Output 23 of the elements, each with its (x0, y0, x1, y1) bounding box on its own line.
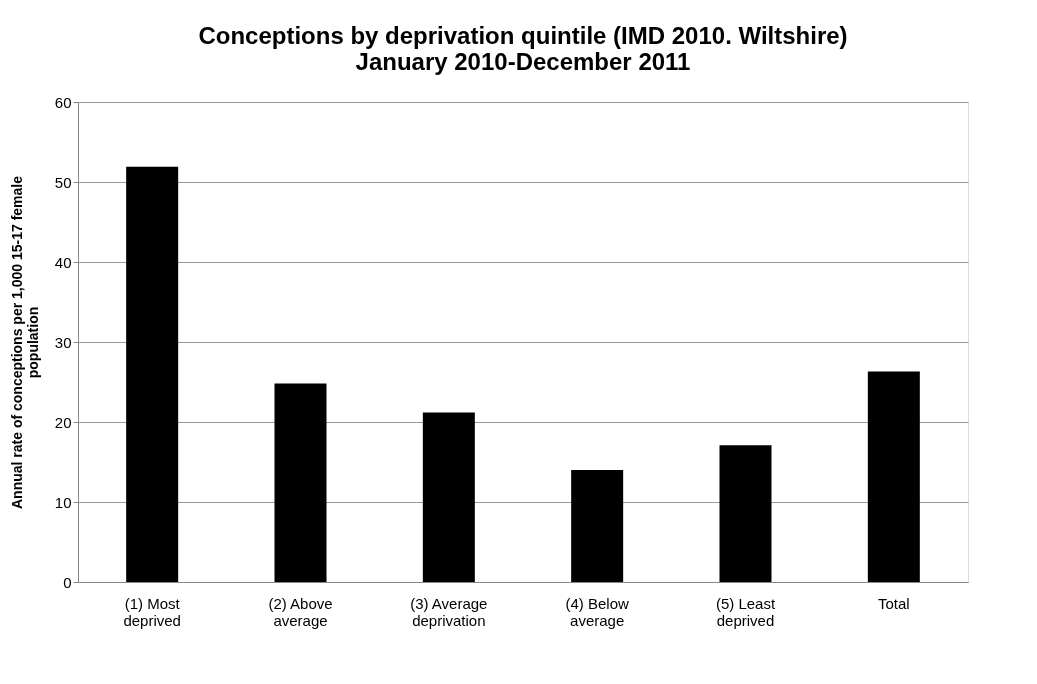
y-tick-label: 10 (54, 493, 72, 511)
x-tick-label: (5) Least deprived (715, 594, 776, 629)
y-tick-label: 30 (54, 333, 72, 351)
x-tick-label: (3) Average deprivation (410, 594, 488, 629)
bar (867, 371, 920, 582)
x-tick-label: Total (877, 594, 910, 612)
text: population (24, 306, 41, 379)
y-tick-label: 50 (54, 173, 72, 191)
text: Conceptions by deprivation quintile (IMD 2010. Wiltshire) (198, 22, 848, 49)
bar (126, 166, 179, 582)
bar (422, 412, 475, 582)
x-tick-label: (1) Most deprived (123, 594, 181, 629)
y-tick-label: 60 (54, 93, 72, 111)
x-tick-label: (2) Above average (268, 594, 333, 629)
text: January 2010-December 2011 (355, 48, 691, 75)
text: Annual rate of conceptions per 1,000 15-17 female (8, 175, 25, 510)
bar (274, 383, 327, 582)
y-tick-label: 40 (54, 253, 72, 271)
x-tick-label: (4) Below average (565, 594, 630, 629)
bar (719, 445, 772, 582)
y-tick-label: 20 (54, 413, 72, 431)
y-tick-label: 0 (63, 573, 72, 591)
bar (571, 470, 624, 582)
